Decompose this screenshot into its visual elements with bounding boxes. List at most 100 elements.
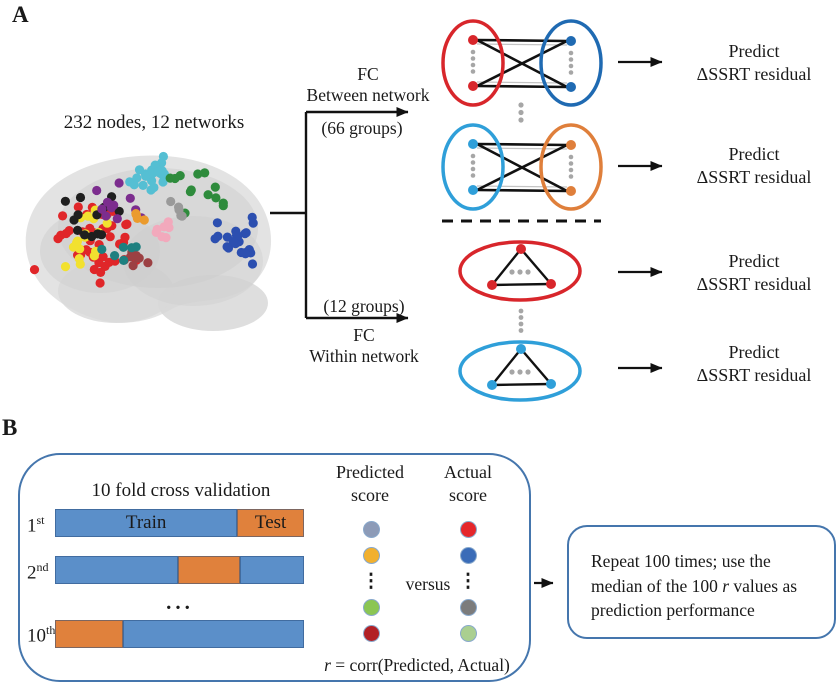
edge: [491, 282, 552, 287]
predicted-score-header: Predicted score: [322, 461, 418, 507]
brain-node-orange: [132, 213, 142, 223]
repeat-line-2: median of the 100 r values as: [591, 574, 831, 599]
edge: [520, 348, 552, 385]
score-dot: [459, 547, 477, 564]
brain-node-black: [73, 225, 83, 235]
between-network-diagram-2: [441, 123, 603, 211]
cv-segment-label: Train: [125, 512, 167, 533]
brain-node-green: [170, 173, 180, 184]
edge: [476, 38, 568, 89]
brain-node-green: [200, 168, 210, 178]
node: [487, 280, 497, 290]
brain-node-pink: [163, 217, 173, 227]
fold-label-10: 10th: [27, 623, 55, 647]
brain-node-black: [60, 196, 70, 206]
predict-2-line1: Predict: [728, 144, 780, 164]
brain-node-red: [104, 257, 114, 267]
brain-node-teal: [110, 251, 120, 261]
brain-node-cyan: [158, 151, 168, 162]
edge-thin: [476, 185, 568, 188]
fc-within-line2: Within network: [309, 346, 419, 366]
repeat-line-3: prediction performance: [591, 600, 755, 620]
blue-nodes: [566, 36, 576, 92]
edge: [476, 143, 568, 192]
cv-test-segment: [178, 556, 240, 584]
cv-test-segment: [55, 620, 123, 648]
versus-label: versus: [405, 574, 451, 594]
edge: [476, 188, 568, 193]
fold-sup: st: [36, 513, 45, 527]
brain-node-gray: [177, 211, 187, 221]
brain-node-green: [185, 187, 195, 197]
node: [566, 186, 576, 196]
score-dot: [362, 625, 380, 642]
vertical-ellipsis: ⋮: [361, 571, 381, 592]
ellipsis-dots: [470, 153, 574, 179]
predict-1-line2: ΔSSRT residual: [696, 64, 812, 84]
brain-node-teal: [118, 242, 128, 252]
actual-header-line2: score: [449, 485, 487, 505]
repeat-line2-post: values as: [729, 575, 798, 596]
edge-thin: [476, 43, 568, 46]
panel-a-label: A: [12, 2, 29, 27]
score-dot: [459, 625, 477, 642]
brain-node-cyan: [141, 171, 151, 181]
fc-within-label: FC Within network: [289, 325, 439, 367]
brain-node-blue: [247, 259, 258, 269]
lightblue-nodes: [487, 344, 556, 390]
edge-thin: [476, 81, 568, 84]
network-ellipse-lightblue: [458, 340, 582, 402]
cv-train-segment: Train: [55, 509, 238, 537]
panel-b-label: B: [2, 415, 18, 440]
fold-num: 2: [27, 562, 37, 584]
brain-node-purple: [101, 211, 111, 221]
node: [468, 81, 478, 91]
brain-node-purple: [92, 185, 102, 196]
score-dot: [459, 521, 477, 538]
brain-node-gray: [166, 196, 176, 207]
brain-node-pink: [152, 224, 162, 234]
brain-node-blue: [212, 218, 222, 228]
cv-bar-fold-2: [55, 556, 304, 584]
brain-node-maroon: [143, 258, 153, 268]
network-ellipse-red: [441, 19, 505, 107]
node: [546, 379, 556, 389]
node: [566, 82, 576, 92]
brain-node-cyan: [134, 165, 145, 175]
predict-4-line2: ΔSSRT residual: [696, 365, 812, 385]
node: [468, 35, 478, 45]
brain-node-yellow: [60, 262, 71, 272]
brain-node-blue: [222, 242, 232, 252]
vertical-ellipsis: ⋮: [458, 571, 478, 592]
node: [516, 344, 526, 354]
cv-train-segment: [122, 620, 304, 648]
fold-sup: nd: [36, 560, 49, 574]
network-ellipse-blue: [539, 19, 603, 107]
score-dot: [362, 521, 380, 538]
fc-between-line2: Between network: [306, 85, 430, 105]
score-dot: [362, 599, 380, 616]
edge: [476, 38, 568, 43]
edge: [476, 142, 568, 147]
edge: [491, 348, 522, 386]
brain-node-black: [96, 230, 107, 240]
node: [566, 36, 576, 46]
ellipsis-dots: [509, 369, 531, 375]
ellipsis-dots: [509, 269, 531, 275]
predict-3-line2: ΔSSRT residual: [696, 274, 812, 294]
edge: [476, 84, 568, 89]
brain-node-green: [218, 201, 228, 211]
brain-node-green: [210, 182, 220, 192]
branch-lines: [270, 107, 409, 323]
network-ellipse-red: [458, 240, 582, 302]
brain-node-blue: [247, 212, 257, 222]
folds-ellipsis: ...: [166, 590, 194, 614]
brain-node-blue: [213, 231, 223, 241]
actual-header-line1: Actual: [444, 462, 492, 482]
repeat-box-text: Repeat 100 times; use the median of the …: [591, 549, 831, 623]
predict-4-line1: Predict: [728, 342, 780, 362]
brain-node-black: [80, 230, 90, 240]
score-dot: [459, 599, 477, 616]
brain-node-black: [73, 210, 83, 220]
edge-thin: [476, 147, 568, 150]
